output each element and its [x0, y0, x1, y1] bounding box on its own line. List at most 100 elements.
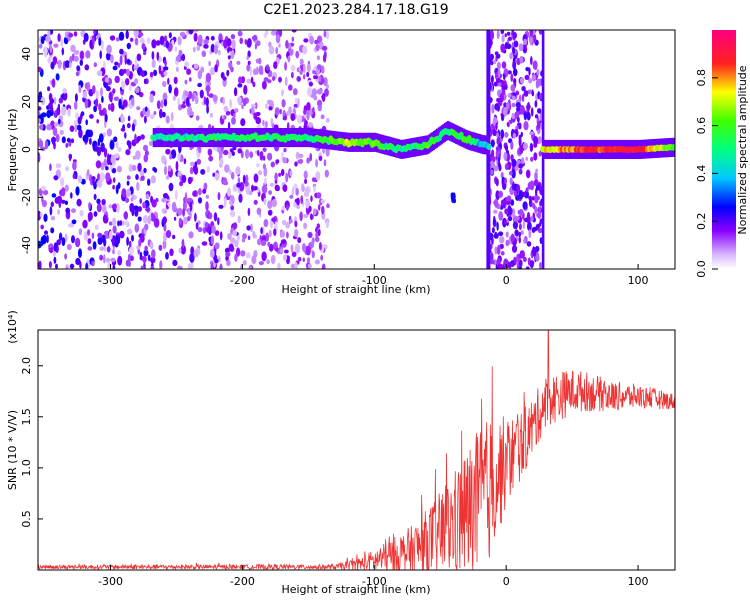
noise-blob — [505, 201, 511, 205]
noise-blob — [40, 185, 46, 191]
x-tick-label: 100 — [628, 575, 649, 588]
noise-blob — [238, 76, 243, 84]
noise-blob — [112, 88, 116, 94]
noise-blob — [205, 201, 209, 211]
noise-blob — [161, 155, 166, 164]
noise-blob — [496, 61, 501, 70]
colorbar-tick-label: 0.4 — [695, 165, 708, 183]
noise-blob — [96, 180, 103, 188]
noise-blob — [496, 137, 500, 145]
noise-blob — [320, 199, 326, 204]
noise-blob — [520, 105, 525, 115]
noise-blob — [295, 50, 300, 59]
noise-blob — [289, 194, 294, 199]
noise-blob — [105, 85, 111, 92]
noise-blob — [494, 246, 498, 255]
noise-blob — [192, 46, 196, 53]
noise-blob — [96, 70, 103, 77]
noise-blob — [275, 34, 281, 44]
noise-blob — [143, 70, 148, 76]
noise-blob — [122, 220, 125, 226]
noise-blob — [318, 75, 322, 82]
noise-blob — [149, 93, 154, 103]
spectrogram-y-ticks: -40 -20 0 20 40 — [20, 47, 43, 254]
noise-blob — [72, 161, 77, 171]
noise-blob — [288, 106, 292, 115]
noise-blob — [133, 30, 139, 38]
noise-blob — [285, 172, 289, 183]
noise-blob — [533, 34, 537, 44]
noise-blob — [530, 216, 534, 222]
noise-blob — [234, 253, 238, 262]
colorbar-tick-label: 0.6 — [695, 117, 708, 135]
noise-blob — [231, 39, 236, 50]
noise-blob — [78, 128, 83, 139]
noise-blob — [189, 166, 194, 175]
noise-blob — [109, 140, 115, 150]
noise-blob — [511, 169, 516, 179]
noise-blob — [491, 104, 495, 114]
noise-blob — [177, 170, 182, 177]
noise-blob — [237, 148, 243, 154]
noise-blob — [504, 177, 507, 185]
noise-blob — [153, 218, 160, 228]
noise-blob — [226, 69, 230, 77]
snr-x-label: Height of straight line (km) — [281, 583, 430, 596]
noise-blob — [165, 175, 170, 180]
noise-blob — [323, 159, 327, 167]
noise-blob — [84, 64, 90, 71]
noise-blob — [87, 212, 93, 221]
noise-blob — [291, 186, 295, 197]
noise-blob — [190, 246, 195, 256]
noise-blob — [500, 30, 505, 35]
noise-blob — [294, 243, 301, 254]
noise-blob — [43, 189, 49, 196]
noise-blob — [115, 202, 120, 213]
noise-blob — [230, 66, 234, 73]
noise-blob — [145, 106, 148, 112]
noise-blob — [181, 53, 186, 62]
noise-blob — [173, 87, 179, 97]
noise-blob — [100, 40, 104, 51]
noise-blob — [193, 30, 199, 33]
noise-blob — [262, 80, 267, 90]
noise-blob — [75, 186, 80, 196]
noise-blob — [273, 61, 278, 69]
noise-blob — [59, 177, 65, 187]
noise-blob — [503, 151, 508, 161]
noise-blob — [511, 244, 518, 253]
noise-blob — [280, 168, 285, 177]
noise-blob — [172, 234, 176, 240]
noise-blob — [512, 132, 516, 139]
noise-blob — [124, 132, 127, 139]
noise-blob — [126, 236, 129, 246]
noise-blob — [493, 165, 499, 172]
noise-blob — [496, 221, 499, 231]
noise-blob — [491, 149, 495, 158]
noise-blob — [275, 247, 279, 252]
noise-blob — [125, 78, 130, 86]
noise-blob — [316, 64, 322, 70]
noise-blob — [300, 195, 304, 205]
noise-blob — [520, 157, 525, 165]
noise-blob — [272, 76, 276, 81]
noise-blob — [534, 206, 538, 214]
noise-blob — [178, 217, 182, 225]
noise-blob — [525, 67, 530, 72]
noise-blob — [142, 215, 149, 224]
noise-blob — [173, 76, 178, 85]
noise-blob — [230, 171, 235, 180]
noise-blob — [311, 239, 315, 249]
noise-blob — [97, 173, 101, 181]
noise-blob — [48, 93, 53, 101]
noise-blob — [131, 164, 137, 171]
noise-blob — [232, 230, 237, 237]
noise-blob — [313, 75, 319, 80]
noise-blob — [507, 70, 512, 75]
noise-blob — [104, 113, 108, 123]
noise-blob — [205, 194, 209, 199]
noise-blob — [509, 52, 513, 60]
noise-blob — [262, 147, 267, 153]
noise-blob — [143, 115, 147, 124]
noise-blob — [139, 37, 145, 44]
